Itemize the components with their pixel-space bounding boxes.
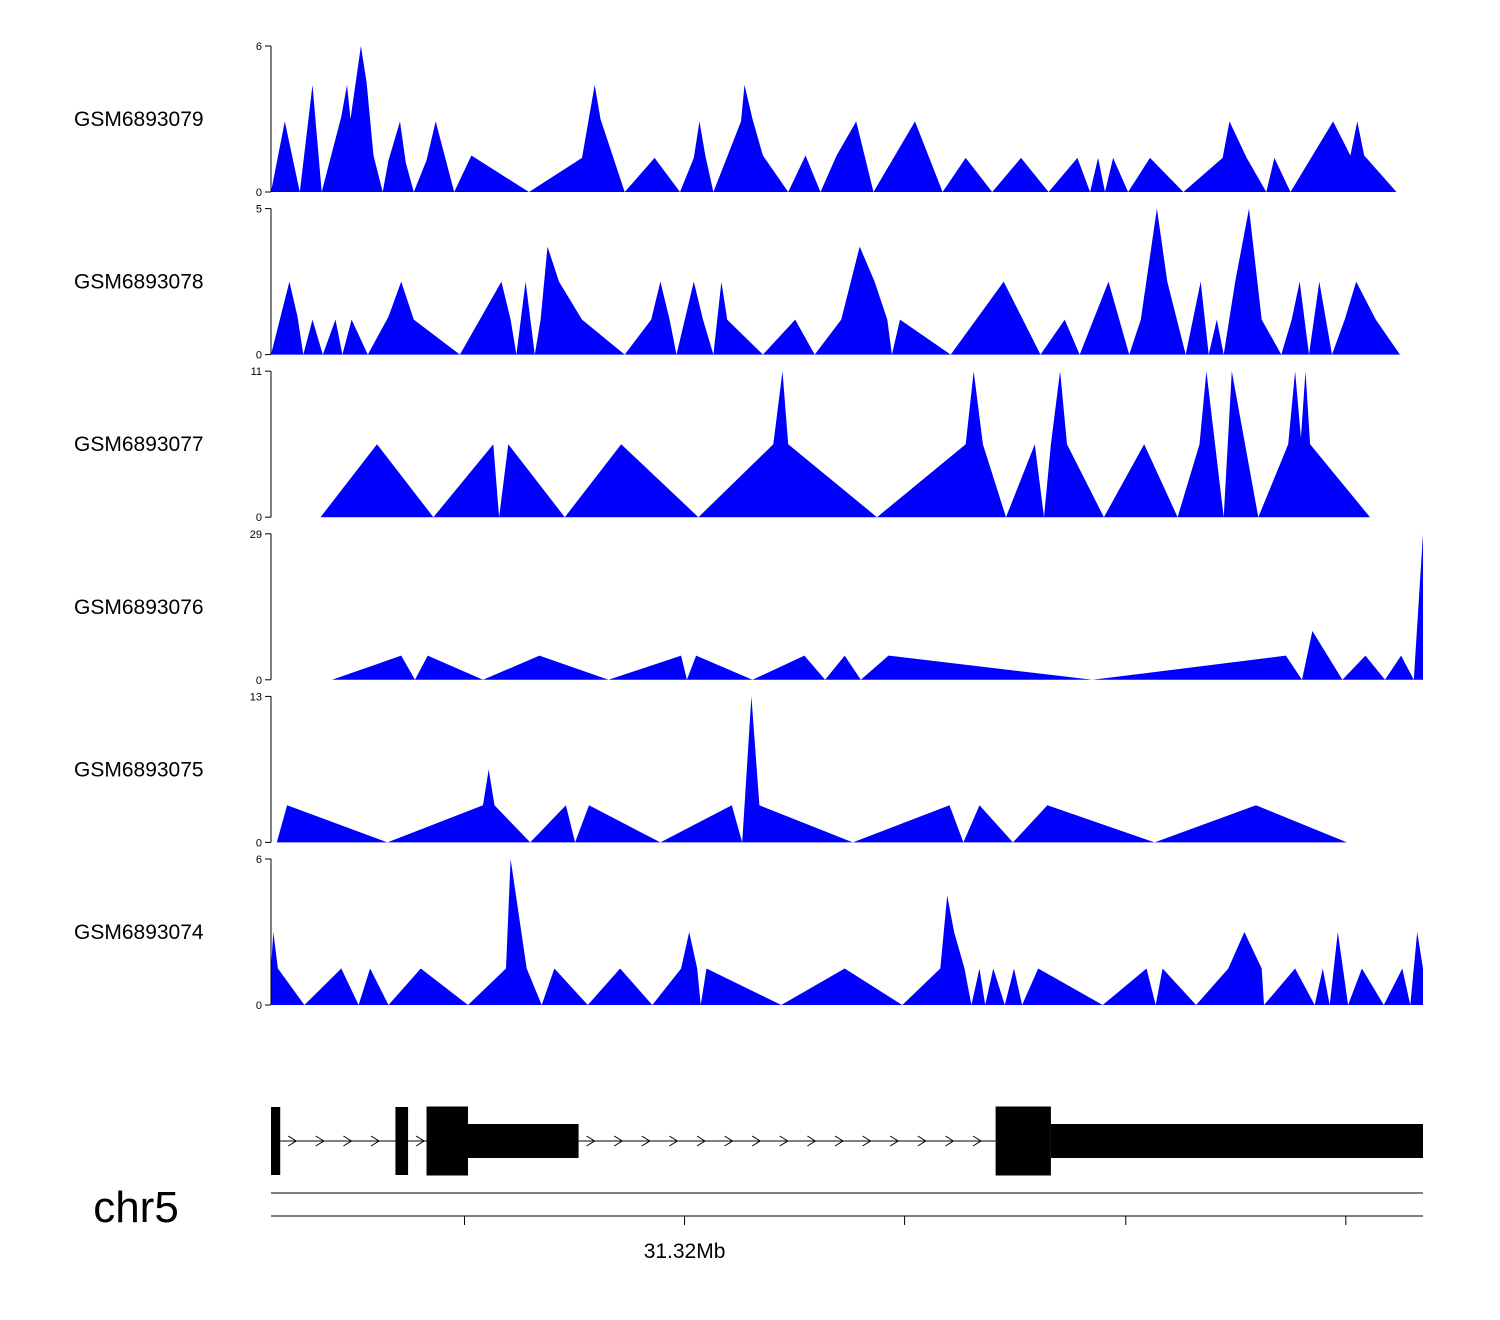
y-tick-label: 6 bbox=[256, 41, 262, 53]
strand-arrow bbox=[415, 1135, 426, 1147]
coverage-tracks: 6 0 GSM6893079 5 0 GSM6893078 11 0 GSM6893077 29 0… bbox=[74, 41, 1424, 1012]
chromosome-label: chr5 bbox=[93, 1183, 179, 1232]
track-label: GSM6893077 bbox=[74, 433, 204, 456]
coverage-area bbox=[271, 859, 1423, 1005]
track-GSM6893074: 6 0 GSM6893074 bbox=[74, 854, 1423, 1012]
coverage-area bbox=[276, 696, 1347, 843]
exon-block bbox=[271, 1107, 281, 1175]
genome-axis: 31.32Mb bbox=[271, 1192, 1423, 1263]
axis-tick-label: 31.32Mb bbox=[644, 1240, 726, 1263]
track-GSM6893077: 11 0 GSM6893077 bbox=[74, 366, 1370, 524]
y-tick-label: 0 bbox=[256, 187, 262, 199]
strand-arrow bbox=[779, 1135, 789, 1147]
exon-block bbox=[426, 1106, 468, 1176]
strand-arrow bbox=[889, 1135, 900, 1147]
strand-arrow bbox=[862, 1135, 872, 1147]
exon-block bbox=[995, 1106, 1051, 1176]
coverage-area bbox=[271, 208, 1400, 355]
y-tick-label: 13 bbox=[250, 691, 262, 703]
track-label: GSM6893076 bbox=[74, 596, 204, 619]
strand-arrow bbox=[751, 1135, 762, 1147]
strand-arrow bbox=[696, 1135, 706, 1147]
y-tick-label: 0 bbox=[256, 512, 262, 524]
y-tick-label: 0 bbox=[256, 837, 262, 849]
gene-model bbox=[271, 1106, 1423, 1176]
y-tick-label: 0 bbox=[256, 350, 262, 362]
strand-arrow bbox=[315, 1135, 325, 1147]
strand-arrow bbox=[807, 1135, 817, 1147]
strand-arrow bbox=[613, 1135, 624, 1147]
y-tick-label: 29 bbox=[250, 529, 262, 541]
strand-arrow bbox=[917, 1135, 927, 1147]
strand-arrow bbox=[945, 1135, 955, 1147]
exon-block bbox=[395, 1107, 409, 1175]
strand-arrow bbox=[669, 1135, 679, 1147]
y-tick-label: 0 bbox=[256, 675, 262, 687]
strand-arrow bbox=[370, 1135, 380, 1147]
utr-block bbox=[467, 1124, 579, 1158]
strand-arrow bbox=[287, 1135, 298, 1147]
track-label: GSM6893079 bbox=[74, 108, 204, 131]
y-tick-label: 6 bbox=[256, 854, 262, 866]
track-GSM6893075: 13 0 GSM6893075 bbox=[74, 691, 1347, 849]
track-GSM6893076: 29 0 GSM6893076 bbox=[74, 529, 1424, 687]
strand-arrow bbox=[641, 1135, 651, 1147]
strand-arrow bbox=[724, 1135, 734, 1147]
y-tick-label: 0 bbox=[256, 1000, 262, 1012]
y-tick-label: 11 bbox=[251, 366, 262, 378]
strand-arrow bbox=[834, 1135, 844, 1147]
track-GSM6893079: 6 0 GSM6893079 bbox=[74, 41, 1397, 199]
strand-arrow bbox=[343, 1135, 353, 1147]
track-label: GSM6893075 bbox=[74, 758, 204, 781]
track-label: GSM6893074 bbox=[74, 921, 204, 944]
y-tick-label: 5 bbox=[256, 204, 262, 216]
strand-arrow bbox=[586, 1135, 596, 1147]
coverage-area bbox=[332, 533, 1424, 680]
track-label: GSM6893078 bbox=[74, 271, 204, 294]
coverage-area bbox=[271, 46, 1397, 192]
track-GSM6893078: 5 0 GSM6893078 bbox=[74, 204, 1400, 362]
strand-arrow bbox=[972, 1135, 982, 1147]
coverage-area bbox=[320, 371, 1370, 518]
utr-block bbox=[1050, 1124, 1423, 1158]
